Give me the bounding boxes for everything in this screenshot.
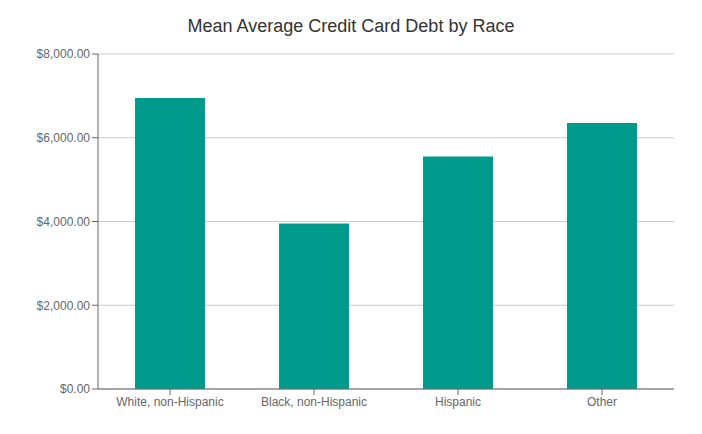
svg-text:Black, non-Hispanic: Black, non-Hispanic — [261, 395, 367, 409]
svg-text:Hispanic: Hispanic — [435, 395, 481, 409]
svg-text:$4,000.00: $4,000.00 — [37, 215, 91, 229]
svg-text:$8,000.00: $8,000.00 — [37, 47, 91, 61]
svg-text:$2,000.00: $2,000.00 — [37, 299, 91, 313]
svg-text:White, non-Hispanic: White, non-Hispanic — [116, 395, 223, 409]
svg-text:Other: Other — [587, 395, 617, 409]
html-text:Mean Average Credit Card Debt: Mean Average Credit Card Debt by Race — [187, 16, 515, 36]
svg-text:$0.00: $0.00 — [60, 382, 90, 396]
svg-text:$6,000.00: $6,000.00 — [37, 131, 91, 145]
